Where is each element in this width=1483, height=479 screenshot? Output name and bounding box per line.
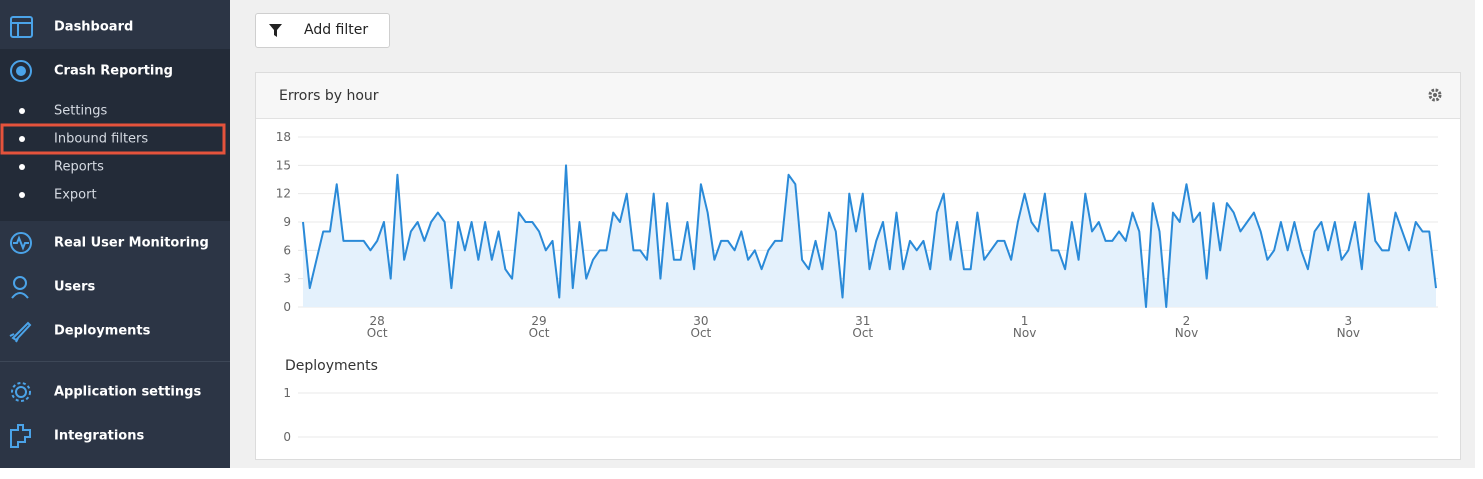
x-tick-label: 29 Oct <box>528 314 550 340</box>
card-header <box>256 73 1460 119</box>
y-tick-label: 6 <box>283 243 291 257</box>
nav-item[interactable]: Real User Monitoring <box>54 235 209 251</box>
y-tick-label: 18 <box>276 130 291 144</box>
deploy-icon <box>9 321 32 343</box>
nav-item[interactable]: Users <box>54 279 96 295</box>
crash-icon <box>10 60 32 82</box>
nav-item[interactable]: Application settings <box>54 384 202 400</box>
bullet <box>19 136 25 142</box>
filter-icon <box>269 24 282 37</box>
rum-icon <box>10 232 32 254</box>
area-fill <box>303 165 1436 307</box>
sub-nav-item[interactable]: Settings <box>54 103 108 119</box>
nav-item[interactable]: Deployments <box>54 323 151 339</box>
integrations-icon <box>10 424 31 448</box>
chart-title: Deployments <box>285 358 378 374</box>
y-tick-label: 12 <box>276 187 291 201</box>
nav-item[interactable]: Crash Reporting <box>54 63 173 79</box>
chart-title: Errors by hour <box>279 88 379 104</box>
y-tick-label: 3 <box>283 272 291 286</box>
y-tick-label: 1 <box>283 386 291 400</box>
x-tick-label: 2 Nov <box>1174 314 1199 340</box>
sidebar-icons <box>0 16 226 448</box>
bullet <box>19 108 25 114</box>
bullet <box>19 164 25 170</box>
users-icon <box>13 276 27 290</box>
x-tick-label: 28 Oct <box>366 314 388 340</box>
x-tick-label: 31 Oct <box>852 314 874 340</box>
nav-item[interactable]: Dashboard <box>54 19 134 35</box>
separator <box>0 361 230 362</box>
nav-item[interactable]: Integrations <box>54 428 145 444</box>
line <box>302 164 1437 308</box>
sub-nav-item[interactable]: Inbound filters <box>54 131 149 147</box>
y-tick-label: 15 <box>276 158 291 172</box>
y-tick-label: 0 <box>283 430 291 444</box>
active-section <box>0 49 230 221</box>
gear-icon[interactable] <box>1428 88 1442 102</box>
y-tick-label: 0 <box>283 300 291 314</box>
x-tick-label: 3 Nov <box>1336 314 1361 340</box>
sub-nav-item[interactable]: Export <box>54 187 97 203</box>
settings-icon <box>15 386 27 398</box>
sub-nav-item[interactable]: Reports <box>54 159 104 175</box>
x-tick-label: 1 Nov <box>1012 314 1037 340</box>
bullet <box>19 192 25 198</box>
dashboard-icon <box>10 16 33 38</box>
button-label[interactable]: Add filter <box>304 22 369 38</box>
highlight-box <box>0 123 226 155</box>
y-tick-label: 9 <box>283 215 291 229</box>
add-filter-button[interactable]: Add filter <box>255 13 390 48</box>
sidebar: Dashboard Crash Reporting Settings Inbou… <box>0 0 230 468</box>
x-tick-label: 30 Oct <box>690 314 712 340</box>
